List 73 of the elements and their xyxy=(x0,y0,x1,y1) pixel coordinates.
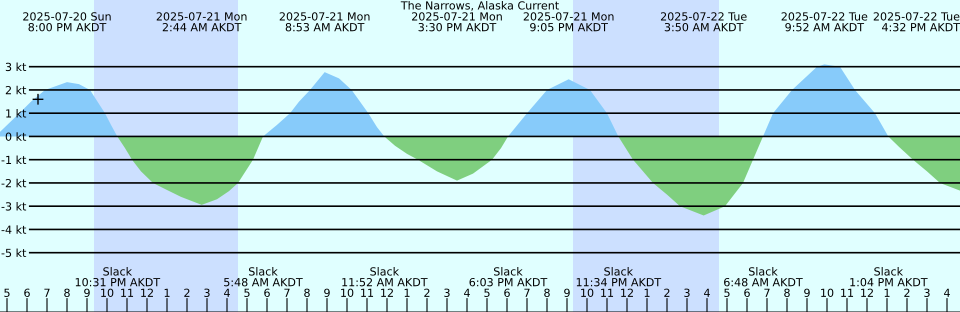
x-tick-label: 5 xyxy=(484,288,490,297)
x-tick-label: 8 xyxy=(304,288,310,297)
x-tick-label: 12 xyxy=(381,288,393,297)
x-tick-label: 10 xyxy=(341,288,354,297)
y-tick-label: 2 kt xyxy=(6,86,26,94)
x-tick-label: 4 xyxy=(944,288,950,297)
y-tick-label: 1 kt xyxy=(6,109,26,118)
x-tick-label: 3 xyxy=(204,288,210,297)
x-tick-label: 2 xyxy=(424,288,430,297)
annotation: 2025-07-22 Tue 4:32 PM AKDT xyxy=(874,12,960,32)
y-tick-label: -1 kt xyxy=(2,156,26,164)
annotation: 2025-07-22 Tue 9:52 AM AKDT xyxy=(782,12,868,32)
annotation: 2025-07-21 Mon 9:05 PM AKDT xyxy=(524,12,614,32)
x-tick-label: 4 xyxy=(224,288,230,297)
x-tick-label: 11 xyxy=(361,288,374,297)
x-tick-label: 4 xyxy=(464,288,470,297)
x-tick-label: 1 xyxy=(884,288,890,297)
x-tick-label: 6 xyxy=(504,288,510,297)
x-tick-label: 2 xyxy=(904,288,910,297)
annotation: Slack 1:04 PM AKDT xyxy=(850,267,928,286)
x-tick-label: 7 xyxy=(284,288,290,297)
x-tick-label: 7 xyxy=(524,288,530,297)
annotation: Slack 6:03 PM AKDT xyxy=(470,267,548,286)
annotation: 2025-07-21 Mon 8:53 AM AKDT xyxy=(280,12,370,32)
y-tick-label: 0 kt xyxy=(6,132,26,141)
x-tick-label: 5 xyxy=(244,288,250,297)
x-tick-label: 9 xyxy=(324,288,330,297)
annotation: Slack 11:34 PM AKDT xyxy=(576,267,662,286)
x-tick-label: 5 xyxy=(724,288,730,297)
x-tick-label: 11 xyxy=(841,288,854,297)
x-tick-label: 8 xyxy=(544,288,550,297)
annotation: Slack 6:48 AM AKDT xyxy=(724,267,803,286)
chart-title: The Narrows, Alaska Current xyxy=(400,1,559,11)
annotation: Slack 11:52 AM AKDT xyxy=(342,267,428,286)
annotation: 2025-07-21 Mon 3:30 PM AKDT xyxy=(412,12,502,32)
y-tick-label: -5 kt xyxy=(2,248,26,258)
x-tick-label: 9 xyxy=(84,288,90,297)
x-tick-label: 9 xyxy=(804,288,810,297)
x-tick-label: 10 xyxy=(101,288,114,297)
x-tick-label: 1 xyxy=(164,288,170,297)
y-tick-label: 3 kt xyxy=(6,62,26,72)
x-tick-label: 8 xyxy=(784,288,790,297)
x-tick-label: 4 xyxy=(704,288,710,297)
x-tick-label: 11 xyxy=(121,288,134,297)
x-tick-label: 2 xyxy=(664,288,670,297)
x-tick-label: 7 xyxy=(764,288,770,297)
x-tick-label: 6 xyxy=(744,288,750,297)
annotation: Slack 10:31 PM AKDT xyxy=(76,267,160,286)
x-tick-label: 12 xyxy=(861,288,873,297)
annotation: 2025-07-21 Mon 2:44 AM AKDT xyxy=(156,12,246,32)
x-tick-label: 8 xyxy=(64,288,70,297)
x-tick-label: 6 xyxy=(264,288,270,297)
x-tick-label: 7 xyxy=(44,288,50,297)
x-tick-label: 9 xyxy=(564,288,570,297)
x-tick-label: 1 xyxy=(644,288,650,297)
annotation: Slack 5:48 AM AKDT xyxy=(224,267,303,286)
x-tick-label: 3 xyxy=(684,288,690,297)
x-tick-label: 1 xyxy=(404,288,410,297)
x-tick-label: 2 xyxy=(184,288,190,297)
annotation: 2025-07-22 Tue 3:50 AM AKDT xyxy=(660,12,747,32)
y-tick-label: -3 kt xyxy=(2,202,26,211)
x-tick-label: 10 xyxy=(821,288,834,297)
x-tick-label: 12 xyxy=(141,288,153,297)
x-tick-label: 11 xyxy=(601,288,614,297)
annotation: 2025-07-20 Sun 8:00 PM AKDT xyxy=(23,12,111,32)
x-tick-label: 5 xyxy=(4,288,10,297)
x-tick-label: 10 xyxy=(581,288,594,297)
x-tick-label: 3 xyxy=(924,288,930,297)
x-tick-label: 12 xyxy=(621,288,633,297)
x-tick-label: 3 xyxy=(444,288,450,297)
x-tick-label: 6 xyxy=(24,288,30,297)
y-tick-label: -2 kt xyxy=(2,178,26,188)
y-tick-label: -4 kt xyxy=(2,225,26,234)
